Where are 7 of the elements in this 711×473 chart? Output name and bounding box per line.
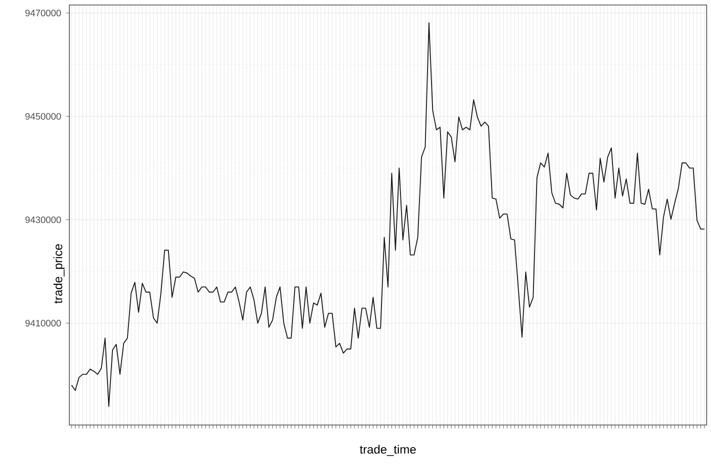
- y-tick-label: 9430000: [25, 216, 61, 224]
- x-axis-title: trade_time: [360, 444, 416, 456]
- line-series: [71, 22, 705, 407]
- y-tick-label: 9410000: [25, 320, 61, 326]
- y-tick-label: 9470000: [25, 10, 61, 16]
- y-axis-title: trade_price: [53, 244, 65, 304]
- y-tick-label: 9450000: [25, 113, 61, 120]
